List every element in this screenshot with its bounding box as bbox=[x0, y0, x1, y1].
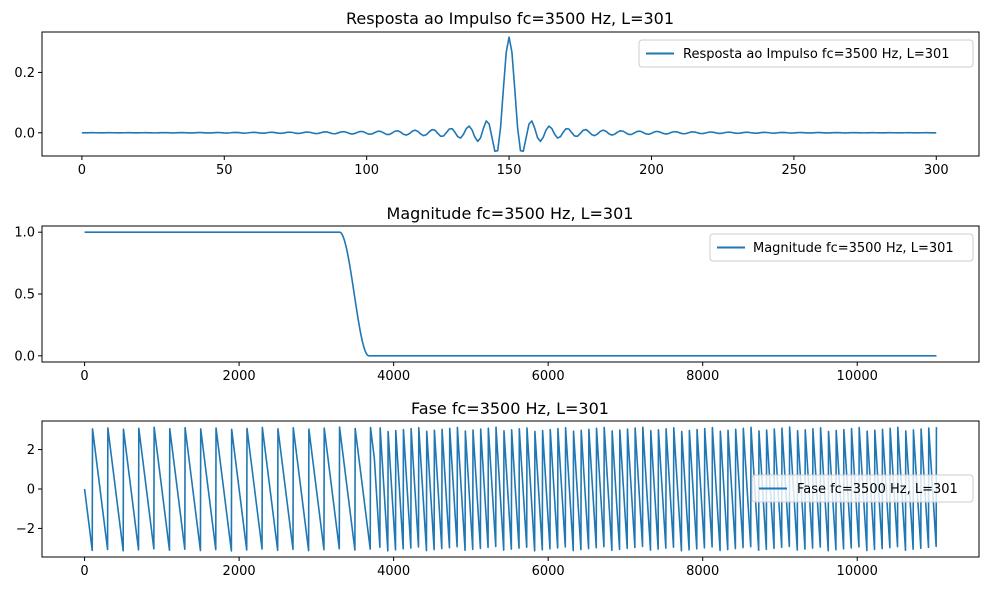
y-tick-label: 0.0 bbox=[14, 126, 35, 141]
x-tick-label: 6000 bbox=[532, 369, 565, 384]
chart-title: Magnitude fc=3500 Hz, L=301 bbox=[387, 204, 634, 223]
series-layer bbox=[84, 231, 937, 357]
x-tick-label: 250 bbox=[781, 163, 806, 178]
x-tick-label: 200 bbox=[639, 163, 664, 178]
y-tick-label: 1.0 bbox=[14, 226, 35, 241]
subplot-phase: Fase fc=3500 Hz, L=301 0 2000 4000 6000 8000… bbox=[16, 399, 980, 579]
x-axis: 0 50 100 150 200 250 300 bbox=[78, 156, 949, 178]
x-tick-label: 10000 bbox=[837, 564, 878, 579]
series-layer bbox=[83, 426, 938, 552]
x-tick-label: 150 bbox=[497, 163, 522, 178]
y-tick-label: 0.0 bbox=[14, 349, 35, 364]
x-tick-label: 2000 bbox=[223, 369, 256, 384]
x-tick-label: 6000 bbox=[532, 564, 565, 579]
y-tick-label: 0.2 bbox=[14, 66, 35, 81]
x-tick-label: 0 bbox=[78, 163, 86, 178]
chart-title: Fase fc=3500 Hz, L=301 bbox=[411, 399, 609, 418]
y-tick-label: −2 bbox=[16, 522, 35, 537]
x-tick-label: 4000 bbox=[377, 564, 410, 579]
legend: Magnitude fc=3500 Hz, L=301 bbox=[709, 233, 974, 262]
legend: Resposta ao Impulso fc=3500 Hz, L=301 bbox=[638, 39, 974, 68]
y-tick-label: 2 bbox=[27, 443, 35, 458]
legend-box bbox=[709, 233, 974, 262]
series-line bbox=[84, 231, 937, 357]
x-tick-label: 8000 bbox=[686, 564, 719, 579]
y-tick-label: 0.5 bbox=[14, 288, 35, 303]
x-tick-label: 2000 bbox=[223, 564, 256, 579]
plot-frame bbox=[41, 31, 980, 157]
legend-label: Fase fc=3500 Hz, L=301 bbox=[797, 482, 958, 497]
series-line bbox=[83, 426, 938, 552]
x-tick-label: 0 bbox=[80, 369, 88, 384]
y-axis: 0.0 0.5 1.0 bbox=[14, 226, 42, 364]
x-axis: 0 2000 4000 6000 8000 10000 bbox=[80, 362, 878, 384]
subplot-magnitude: Magnitude fc=3500 Hz, L=301 0 2000 4000 600… bbox=[14, 204, 980, 384]
y-axis: 0.0 0.2 bbox=[14, 66, 42, 141]
series-line bbox=[81, 36, 937, 152]
legend: Fase fc=3500 Hz, L=301 bbox=[751, 474, 974, 503]
series-layer bbox=[81, 36, 937, 152]
y-tick-label: 0 bbox=[27, 483, 35, 498]
legend-label: Resposta ao Impulso fc=3500 Hz, L=301 bbox=[683, 47, 950, 62]
x-tick-label: 300 bbox=[924, 163, 949, 178]
x-tick-label: 50 bbox=[216, 163, 233, 178]
legend-box bbox=[751, 474, 974, 503]
legend-label: Magnitude fc=3500 Hz, L=301 bbox=[753, 241, 954, 256]
legend-box bbox=[638, 39, 974, 68]
subplot-impulse-response: Resposta ao Impulso fc=3500 Hz, L=301 0 5… bbox=[14, 9, 980, 178]
x-tick-label: 4000 bbox=[377, 369, 410, 384]
x-tick-label: 0 bbox=[80, 564, 88, 579]
x-tick-label: 8000 bbox=[686, 369, 719, 384]
x-axis: 0 2000 4000 6000 8000 10000 bbox=[80, 557, 878, 579]
x-tick-label: 100 bbox=[354, 163, 379, 178]
chart-title: Resposta ao Impulso fc=3500 Hz, L=301 bbox=[346, 9, 674, 28]
y-axis: −2 0 2 bbox=[16, 443, 42, 537]
x-tick-label: 10000 bbox=[837, 369, 878, 384]
